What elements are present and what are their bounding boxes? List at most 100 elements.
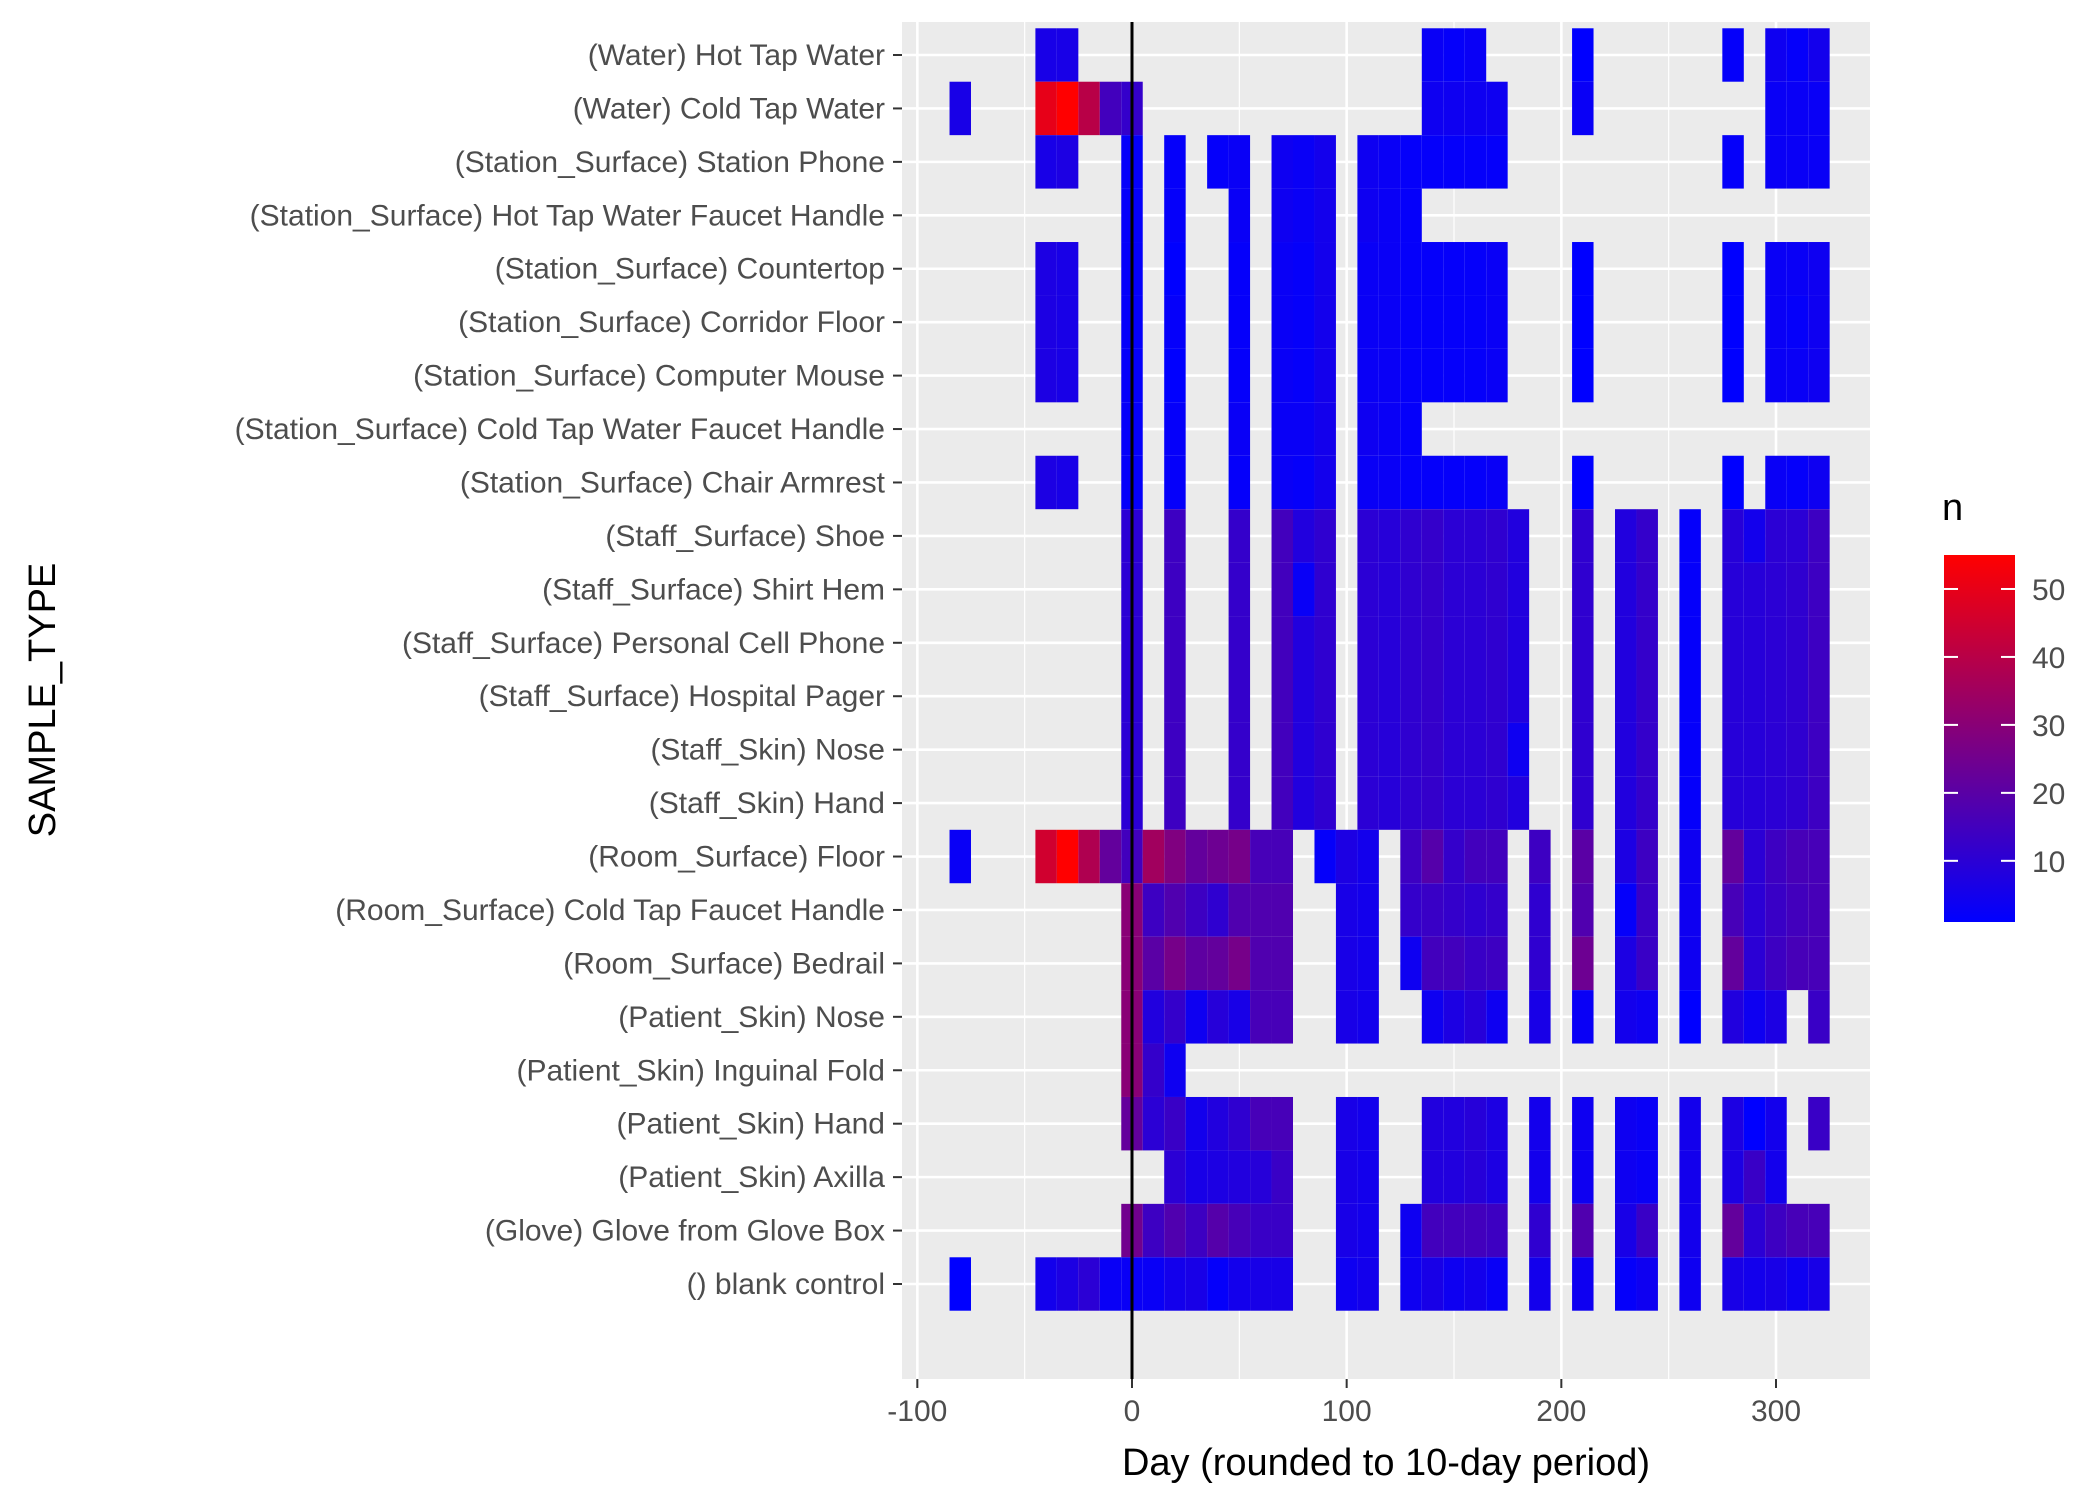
heatmap-tile xyxy=(1679,509,1701,563)
heatmap-tile xyxy=(1164,1043,1186,1097)
heatmap-tile xyxy=(1378,135,1401,189)
heatmap-tile xyxy=(1464,1257,1487,1311)
heatmap-tile xyxy=(1615,562,1637,617)
heatmap-tile xyxy=(1765,1096,1787,1151)
heatmap-tile xyxy=(1293,455,1315,510)
heatmap-tile xyxy=(1808,295,1830,349)
heatmap-tile xyxy=(1293,616,1315,670)
heatmap-tile xyxy=(1035,829,1057,884)
heatmap-tile xyxy=(1722,990,1744,1044)
heatmap-tile xyxy=(1378,509,1401,563)
heatmap-tile xyxy=(1164,188,1186,243)
heatmap-tile xyxy=(1142,990,1165,1044)
heatmap-tile xyxy=(1400,829,1422,884)
heatmap-tile xyxy=(1722,616,1744,670)
heatmap-tile xyxy=(1486,455,1508,510)
heatmap-tile xyxy=(1142,1257,1165,1311)
heatmap-tile xyxy=(1271,295,1293,349)
heatmap-tile xyxy=(1636,1096,1658,1151)
heatmap-tile xyxy=(1808,616,1830,670)
heatmap-tile xyxy=(1615,990,1637,1044)
heatmap-tile xyxy=(1636,936,1658,991)
legend-tick-label: 20 xyxy=(2032,778,2065,811)
y-tick-label: (Station_Surface) Station Phone xyxy=(455,146,885,179)
heatmap-tile xyxy=(1378,188,1401,243)
heatmap-tile xyxy=(1486,81,1508,136)
heatmap-tile xyxy=(1078,81,1100,136)
heatmap-tile xyxy=(1271,509,1293,563)
heatmap-tile xyxy=(1722,936,1744,991)
heatmap-tile xyxy=(1464,509,1487,563)
heatmap-tile xyxy=(1164,829,1186,884)
heatmap-tile xyxy=(1464,1203,1487,1258)
heatmap-tile xyxy=(1357,990,1379,1044)
heatmap-tile xyxy=(1185,990,1208,1044)
y-tick-label: (Water) Hot Tap Water xyxy=(588,39,885,72)
heatmap-tile xyxy=(1357,829,1379,884)
heatmap-tile xyxy=(1464,616,1487,670)
heatmap-tile xyxy=(1271,616,1293,670)
heatmap-tile xyxy=(1808,562,1830,617)
heatmap-tile xyxy=(1722,562,1744,617)
heatmap-tile xyxy=(1378,562,1401,617)
heatmap-tile xyxy=(1636,990,1658,1044)
heatmap-tile xyxy=(1786,722,1809,777)
heatmap-tile xyxy=(1293,188,1315,243)
heatmap-tile xyxy=(1529,1096,1551,1151)
heatmap-tile xyxy=(1786,348,1809,403)
heatmap-tile xyxy=(1679,936,1701,991)
heatmap-tile xyxy=(1464,990,1487,1044)
heatmap-tile xyxy=(1464,883,1487,937)
heatmap-tile xyxy=(1357,669,1379,723)
heatmap-tile xyxy=(1164,1096,1186,1151)
heatmap-tile xyxy=(1228,1150,1251,1204)
heatmap-tile xyxy=(1743,883,1766,937)
heatmap-tile xyxy=(1443,135,1465,189)
heatmap-tile xyxy=(1743,562,1766,617)
heatmap-tile xyxy=(1486,135,1508,189)
heatmap-tile xyxy=(1808,776,1830,830)
heatmap-tile xyxy=(1207,829,1229,884)
heatmap-tile xyxy=(1357,455,1379,510)
heatmap-tile xyxy=(1035,242,1057,296)
heatmap-tile xyxy=(1808,509,1830,563)
heatmap-tile xyxy=(1421,348,1444,403)
heatmap-tile xyxy=(1636,1257,1658,1311)
heatmap-tile xyxy=(1615,829,1637,884)
heatmap-tile xyxy=(1164,776,1186,830)
heatmap-tile xyxy=(1207,883,1229,937)
heatmap-tile xyxy=(1421,1150,1444,1204)
heatmap-tile xyxy=(1142,883,1165,937)
heatmap-tile xyxy=(1421,722,1444,777)
heatmap-tile xyxy=(1207,135,1229,189)
heatmap-tile xyxy=(1722,776,1744,830)
heatmap-tile xyxy=(1357,722,1379,777)
heatmap-tile xyxy=(1400,562,1422,617)
legend-tick-label: 50 xyxy=(2032,574,2065,607)
heatmap-tile xyxy=(1099,829,1122,884)
heatmap-tile xyxy=(1099,1257,1122,1311)
heatmap-tile xyxy=(1636,883,1658,937)
heatmap-tile xyxy=(1507,722,1530,777)
heatmap-tile xyxy=(1765,669,1787,723)
heatmap-tile xyxy=(1056,348,1079,403)
heatmap-tile xyxy=(1464,669,1487,723)
heatmap-tile xyxy=(1722,509,1744,563)
heatmap-tile xyxy=(1378,776,1401,830)
heatmap-tile xyxy=(1765,295,1787,349)
heatmap-tile xyxy=(1421,28,1444,82)
heatmap-tile xyxy=(1421,562,1444,617)
y-tick-label: (Staff_Surface) Hospital Pager xyxy=(479,680,885,713)
heatmap-tile xyxy=(1808,28,1830,82)
heatmap-tile xyxy=(1786,242,1809,296)
heatmap-tile xyxy=(1743,616,1766,670)
heatmap-tile xyxy=(1486,829,1508,884)
y-tick-label: (Patient_Skin) Hand xyxy=(617,1108,885,1141)
heatmap-tile xyxy=(1572,242,1594,296)
heatmap-tile xyxy=(1808,455,1830,510)
heatmap-tile xyxy=(1250,1096,1272,1151)
heatmap-tile xyxy=(1529,1257,1551,1311)
heatmap-tile xyxy=(1722,348,1744,403)
heatmap-tile xyxy=(1207,1096,1229,1151)
heatmap-tile xyxy=(1400,1203,1422,1258)
